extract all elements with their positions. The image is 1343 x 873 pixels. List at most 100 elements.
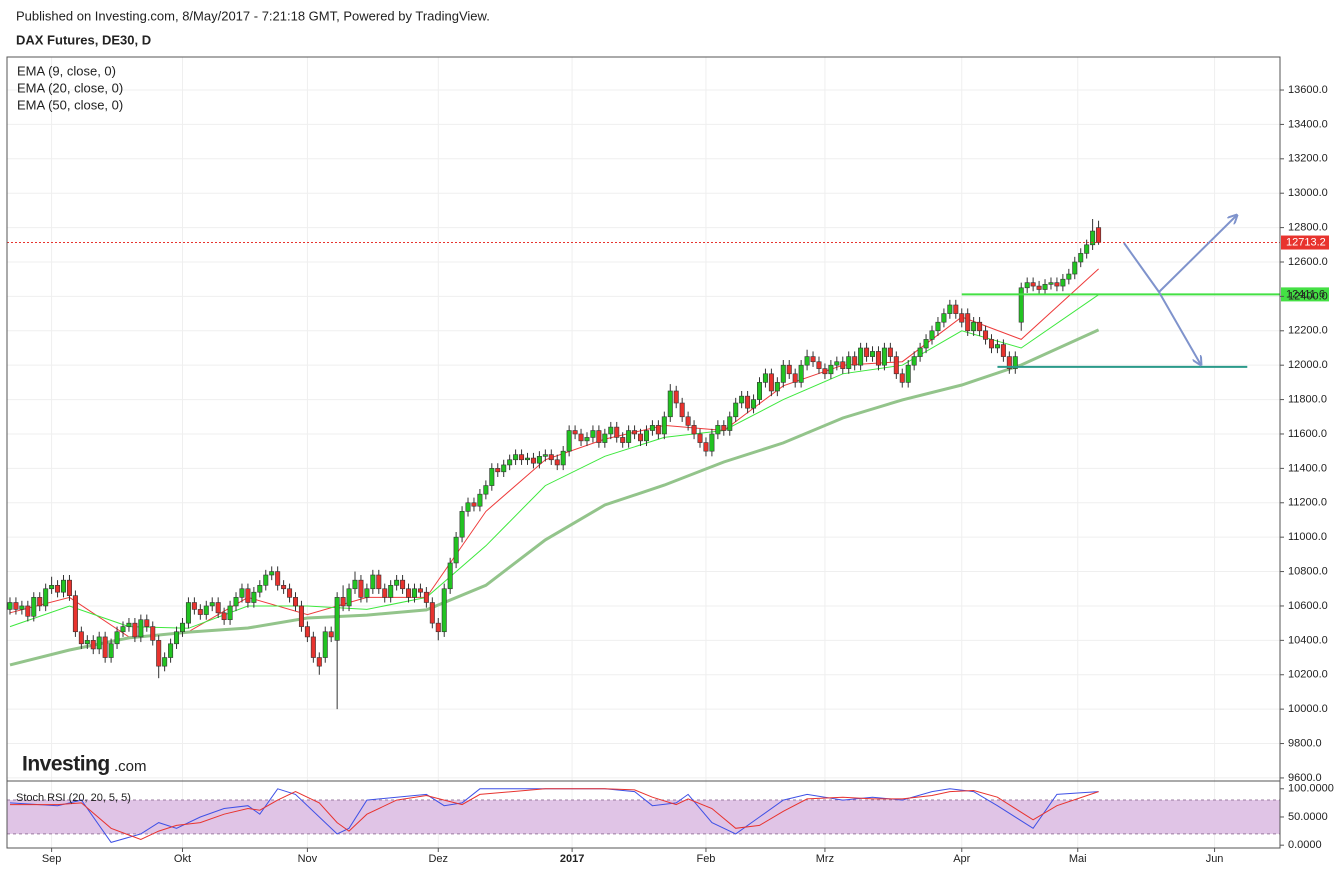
candle-body bbox=[78, 631, 84, 645]
y-tick-label: 9800.0 bbox=[1288, 737, 1322, 749]
candle-body bbox=[66, 579, 72, 596]
candle-body bbox=[263, 574, 269, 586]
candle-body bbox=[501, 464, 507, 473]
last-price-label: 12713.2 bbox=[1286, 236, 1326, 248]
stoch-tick-label: 50.0000 bbox=[1288, 811, 1328, 823]
y-tick-label: 12600.0 bbox=[1288, 256, 1328, 268]
levels: 12713.2 12411.6 bbox=[7, 235, 1329, 368]
candle-body bbox=[25, 605, 31, 617]
candle-body bbox=[441, 588, 447, 633]
candle-body bbox=[810, 356, 816, 363]
candle-body bbox=[673, 390, 679, 404]
candle-body bbox=[643, 430, 649, 442]
candle-body bbox=[852, 356, 858, 366]
y-tick-label: 11800.0 bbox=[1288, 393, 1327, 405]
candle-body bbox=[685, 416, 691, 426]
legend: EMA (9, close, 0) EMA (20, close, 0) EMA (… bbox=[17, 63, 123, 112]
candle-body bbox=[346, 588, 352, 607]
y-tick-label: 12800.0 bbox=[1288, 222, 1328, 234]
candle-body bbox=[828, 364, 834, 375]
candle-body bbox=[406, 588, 412, 598]
y-tick-label: 13200.0 bbox=[1288, 153, 1328, 165]
candle-body bbox=[191, 602, 197, 610]
candle-body bbox=[780, 364, 786, 383]
candle-body bbox=[304, 626, 310, 638]
stoch-tick-label: 0.0000 bbox=[1288, 839, 1322, 851]
candle-body bbox=[275, 571, 281, 586]
candle-body bbox=[923, 339, 929, 349]
candle-body bbox=[917, 347, 923, 357]
candle-body bbox=[858, 347, 864, 366]
candle-body bbox=[447, 562, 453, 590]
y-tick-label: 9600.0 bbox=[1288, 772, 1322, 784]
candle-body bbox=[870, 351, 876, 357]
x-tick-label: Okt bbox=[174, 853, 191, 865]
candle-body bbox=[298, 605, 304, 627]
candle-body bbox=[1096, 227, 1102, 243]
arrow bbox=[1158, 215, 1237, 293]
candle-body bbox=[1018, 287, 1024, 323]
candle-body bbox=[727, 416, 733, 431]
candle-body bbox=[715, 425, 721, 435]
candle-body bbox=[804, 356, 810, 366]
projection-arrows bbox=[1123, 215, 1237, 365]
candle-body bbox=[43, 588, 49, 607]
candle-body bbox=[620, 437, 626, 443]
y-tick-label: 11200.0 bbox=[1288, 497, 1327, 509]
candle-body bbox=[453, 536, 459, 564]
candle-body bbox=[364, 588, 370, 598]
candle-body bbox=[382, 588, 388, 598]
candle-body bbox=[994, 344, 1000, 349]
candle-body bbox=[786, 364, 792, 375]
candle-body bbox=[530, 457, 536, 464]
candle-body bbox=[602, 433, 608, 443]
published-note: Published on Investing.com, 8/May/2017 -… bbox=[16, 8, 490, 23]
candle-body bbox=[465, 502, 471, 512]
stoch-line bbox=[9, 788, 1099, 843]
candle-body bbox=[126, 622, 132, 627]
candle-body bbox=[798, 364, 804, 383]
candle-body bbox=[513, 454, 519, 461]
candle-body bbox=[257, 585, 263, 593]
candle-body bbox=[572, 430, 578, 435]
candle-body bbox=[881, 347, 887, 366]
candle-body bbox=[251, 591, 257, 603]
candle-body bbox=[632, 430, 638, 435]
candle-body bbox=[971, 321, 977, 332]
x-tick-label: Apr bbox=[953, 853, 970, 865]
candle-body bbox=[1024, 282, 1030, 289]
candle-body bbox=[1054, 282, 1060, 287]
candle-body bbox=[1090, 230, 1096, 246]
candle-body bbox=[679, 402, 685, 418]
candle-body bbox=[287, 588, 293, 598]
y-tick-label: 12000.0 bbox=[1288, 359, 1328, 371]
candle-body bbox=[334, 597, 340, 641]
y-tick-label: 10600.0 bbox=[1288, 600, 1328, 612]
symbol-title: DAX Futures, DE30, D bbox=[16, 32, 151, 47]
candle-body bbox=[864, 347, 870, 357]
stoch-title: Stoch RSI (20, 20, 5, 5) bbox=[16, 792, 131, 804]
candle-body bbox=[227, 605, 233, 621]
candle-body bbox=[138, 619, 144, 638]
candle-body bbox=[745, 395, 751, 409]
candle-body bbox=[96, 636, 102, 650]
candle-body bbox=[388, 585, 394, 598]
candle-body bbox=[762, 373, 768, 383]
candle-body bbox=[721, 425, 727, 431]
candle-body bbox=[19, 605, 25, 610]
candle-body bbox=[209, 602, 215, 607]
candle-body bbox=[1036, 285, 1042, 290]
candle-body bbox=[489, 468, 495, 486]
candles bbox=[7, 219, 1102, 710]
candle-body bbox=[935, 321, 941, 332]
y-tick-label: 10800.0 bbox=[1288, 565, 1328, 577]
candle-body bbox=[7, 602, 13, 610]
x-tick-label: Mai bbox=[1069, 853, 1087, 865]
candle-body bbox=[667, 390, 673, 418]
candle-body bbox=[84, 640, 90, 645]
x-tick-label: Sep bbox=[42, 853, 62, 865]
candle-body bbox=[608, 426, 614, 435]
candle-body bbox=[953, 304, 959, 314]
y-tick-label: 10200.0 bbox=[1288, 669, 1328, 681]
